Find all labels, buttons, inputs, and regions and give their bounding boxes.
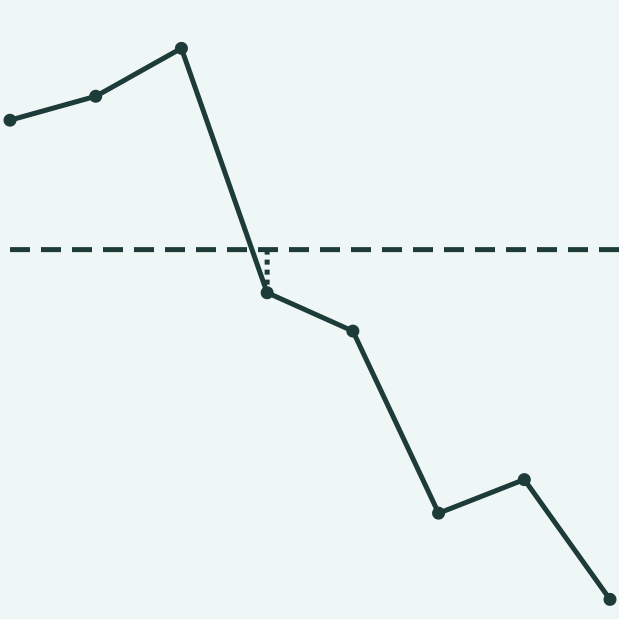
marker-layer — [3, 41, 617, 606]
data-point — [517, 473, 531, 487]
data-point — [89, 89, 103, 103]
data-point — [346, 324, 360, 338]
data-point — [432, 506, 446, 520]
data-point — [260, 286, 274, 300]
data-point — [174, 41, 188, 55]
data-point — [603, 592, 617, 606]
data-point — [3, 113, 17, 127]
series-line-0 — [9, 44, 613, 601]
series-layer — [9, 44, 613, 601]
